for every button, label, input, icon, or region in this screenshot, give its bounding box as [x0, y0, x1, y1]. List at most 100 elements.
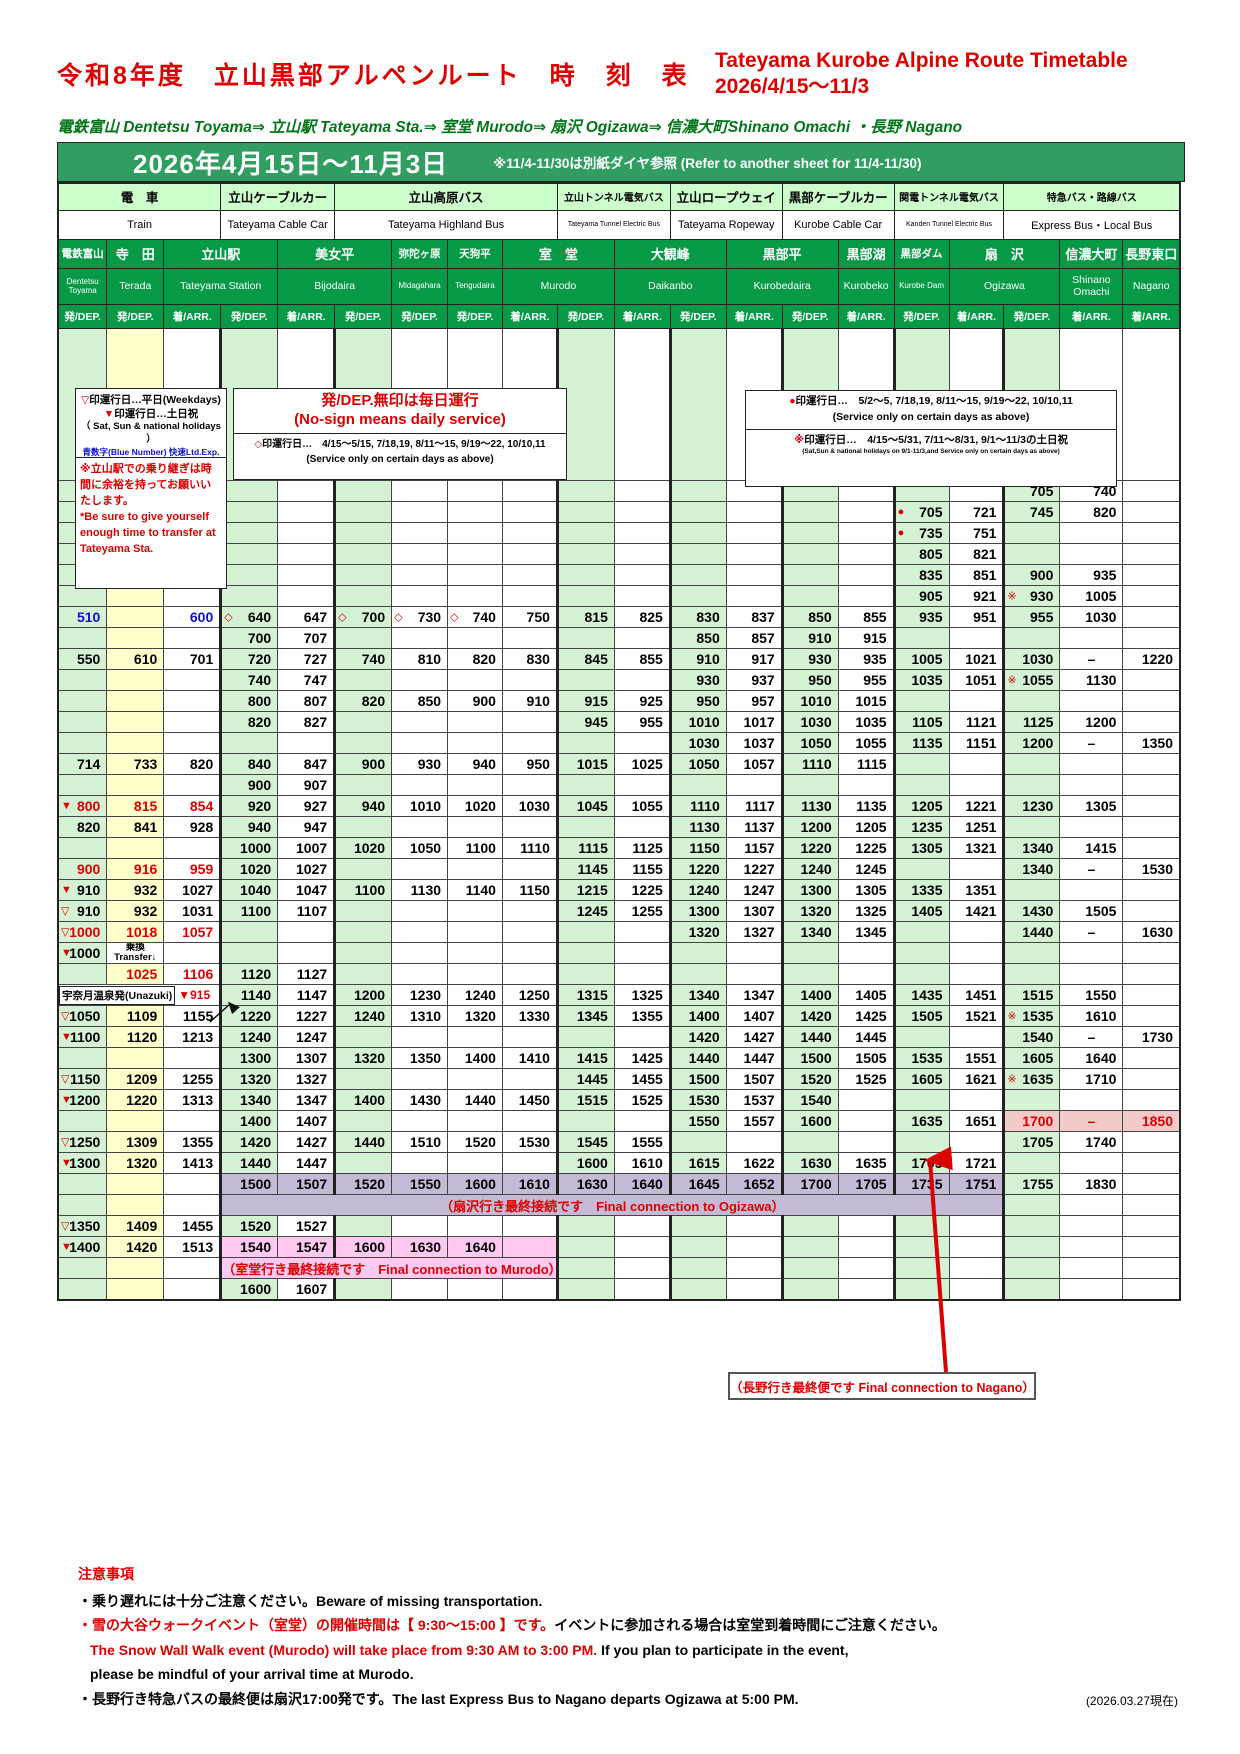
time-cell: 1213 [163, 1026, 222, 1049]
empty-cell [892, 857, 950, 880]
empty-cell [613, 327, 671, 481]
timetable-row: 714 733 820 840 847 900 930 940 950 1015 1025 1050 1… [57, 752, 1181, 775]
time-cell: – [1059, 731, 1124, 754]
empty-cell [501, 1152, 558, 1175]
timetable-row: 1030 1037 1050 1055 1135 1151 1200–1350 [57, 731, 1181, 754]
time-cell: 740 [219, 668, 279, 691]
empty-cell [447, 731, 503, 754]
empty-cell [163, 836, 222, 859]
final-connection-note: （室堂行き最終接続です Final connection to Murodo） [219, 1257, 558, 1280]
time-cell: ▼ 1400 [57, 1236, 108, 1259]
time-cell: 1505 [892, 1005, 950, 1028]
time-cell: 1600 [555, 1152, 615, 1175]
time-cell: 1700 [1002, 1110, 1061, 1133]
time-cell: 1100 [219, 899, 279, 922]
final-connection-note: （扇沢行き最終接続です Final connection to Ogizawa） [219, 1194, 1005, 1217]
time-cell: 1740 [1059, 1131, 1124, 1154]
time-cell: 1027 [163, 878, 222, 901]
empty-cell [780, 584, 839, 607]
empty-cell [1059, 878, 1124, 901]
transfer-warning-jp: ※立山駅での乗り継ぎは時間に余裕を持ってお願いいたします。 [80, 463, 212, 507]
empty-cell [333, 1026, 393, 1049]
time-cell: 1420 [106, 1236, 165, 1259]
time-cell: 1425 [837, 1005, 895, 1028]
time-cell: 940 [333, 794, 393, 817]
transport-group-en: Express Bus・Local Bus [1003, 209, 1181, 240]
empty-cell [780, 1215, 839, 1238]
empty-cell [892, 773, 950, 796]
time-cell: 1450 [501, 1089, 558, 1112]
time-cell: 1055 [613, 794, 671, 817]
timetable-row: 1300 1307 1320 1350 1400 1410 1415 1425 1440 1447… [57, 1047, 1181, 1070]
empty-cell [555, 563, 615, 586]
empty-cell [1122, 1257, 1181, 1280]
header-row: Dentetsu Toyama Terada Tateyama Station Bij… [57, 267, 1181, 305]
empty-cell [1059, 1194, 1124, 1217]
notes-heading: 注意事項 [78, 1566, 134, 1582]
service-mark-icon: ※ [1007, 1010, 1017, 1023]
timetable-row: ▼ 1400 1420 1513 1540 1547 1600 1630 1640 [57, 1236, 1181, 1259]
time-cell: – [1059, 1110, 1124, 1133]
empty-cell [613, 1278, 671, 1301]
time-cell: 951 [948, 605, 1005, 628]
time-cell: 900 [219, 773, 279, 796]
time-cell: – [1059, 647, 1124, 670]
empty-cell [780, 773, 839, 796]
timetable-row: 900 907 [57, 773, 1181, 796]
empty-cell [163, 941, 222, 965]
empty-cell [501, 1278, 558, 1301]
empty-cell [668, 500, 727, 523]
empty-cell [555, 963, 615, 986]
empty-cell [668, 1131, 727, 1154]
empty-cell [555, 1026, 615, 1049]
timetable-row: 800 807 820 850 900 910 915 925 950 957 1010 1015 [57, 689, 1181, 712]
empty-cell [613, 1215, 671, 1238]
empty-cell [892, 920, 950, 943]
empty-cell [725, 542, 783, 565]
transport-group-en: Kurobe Cable Car [781, 209, 895, 240]
time-cell: 751 [948, 521, 1005, 544]
time-cell: 959 [163, 857, 222, 880]
time-cell: 1540 [219, 1236, 279, 1259]
deparr-header: 着/ARR. [948, 303, 1005, 329]
time-cell: 1255 [163, 1068, 222, 1091]
time-cell: 701 [163, 647, 222, 670]
note-line: please be mindful of your arrival time a… [78, 1662, 1168, 1687]
time-cell: 1440 [219, 1152, 279, 1175]
time-cell: 850 [780, 605, 839, 628]
note-segment: If you plan to participate in the event, [597, 1641, 849, 1658]
empty-cell [501, 584, 558, 607]
legend-diamond-line: ◇印運行日… 4/15～5/15, 7/18,19, 8/11～15, 9/19… [234, 437, 566, 452]
empty-cell [892, 689, 950, 712]
notes-lines: ・乗り遅れには十分ご注意ください。Beware of missing trans… [78, 1589, 1168, 1712]
note-segment: The last Express Bus to Nagano departs O… [392, 1690, 799, 1707]
empty-cell [447, 500, 503, 523]
empty-cell [837, 1089, 895, 1112]
empty-cell [613, 941, 671, 965]
service-mark-icon: ▽ [61, 1073, 70, 1086]
time-cell: ※ 1055 [1002, 668, 1061, 691]
time-cell: 1640 [447, 1236, 503, 1259]
time-cell: 1451 [948, 984, 1005, 1007]
empty-cell [57, 1194, 108, 1217]
time-cell: 947 [277, 815, 336, 838]
transport-group-jp: 立山トンネル電気バス [556, 182, 671, 211]
note-segment: please be mindful of your arrival time a… [90, 1666, 414, 1682]
time-cell: 1730 [1122, 1026, 1181, 1049]
legend-holiday-text: 印運行日…土日祝 [114, 408, 199, 421]
time-cell: 510 [57, 605, 108, 628]
time-cell: 1645 [668, 1173, 727, 1196]
time-cell: 805 [892, 542, 950, 565]
note-line: ・長野行き特急バスの最終便は扇沢17:00発です。The last Expres… [78, 1687, 1168, 1712]
service-mark-icon: ▼ [61, 1241, 72, 1254]
time-cell: 1557 [725, 1110, 783, 1133]
empty-cell [333, 963, 393, 986]
empty-cell [57, 773, 108, 796]
time-cell: 1240 [780, 857, 839, 880]
time-cell: 1705 [837, 1173, 895, 1196]
empty-cell [613, 1257, 671, 1280]
empty-cell [1122, 1236, 1181, 1259]
empty-cell [447, 920, 503, 943]
service-mark-icon: ▽ [61, 1010, 70, 1023]
timetable-row: ▼ 800 815 854 920 927 940 1010 1020 1030 1045 1055 1… [57, 794, 1181, 817]
